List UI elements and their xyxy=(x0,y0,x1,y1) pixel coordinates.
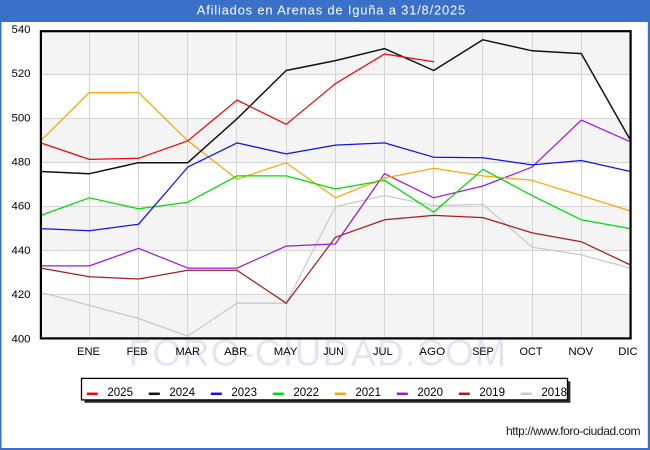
svg-text:NOV: NOV xyxy=(568,346,593,358)
svg-text:520: 520 xyxy=(11,68,30,80)
svg-text:http://www.foro-ciudad.com: http://www.foro-ciudad.com xyxy=(506,424,641,438)
svg-text:AGO: AGO xyxy=(419,346,445,358)
svg-text:440: 440 xyxy=(11,245,30,257)
svg-text:JUL: JUL xyxy=(373,346,393,358)
svg-text:400: 400 xyxy=(11,333,30,345)
svg-text:MAY: MAY xyxy=(274,346,298,358)
svg-text:480: 480 xyxy=(11,157,30,169)
svg-text:2023: 2023 xyxy=(231,387,257,399)
svg-text:2020: 2020 xyxy=(417,387,443,399)
svg-text:2018: 2018 xyxy=(541,387,567,399)
svg-text:500: 500 xyxy=(11,112,30,124)
svg-text:ABR: ABR xyxy=(224,346,247,358)
svg-text:2025: 2025 xyxy=(107,387,133,399)
svg-text:DIC: DIC xyxy=(618,346,637,358)
svg-text:460: 460 xyxy=(11,201,30,213)
svg-text:Afiliados en Arenas de Iguña a: Afiliados en Arenas de Iguña a 31/8/2025 xyxy=(197,3,466,18)
svg-text:2019: 2019 xyxy=(479,387,505,399)
svg-text:540: 540 xyxy=(11,24,30,36)
svg-text:JUN: JUN xyxy=(323,346,344,358)
svg-text:SEP: SEP xyxy=(472,346,493,358)
svg-text:ENE: ENE xyxy=(77,346,100,358)
svg-text:OCT: OCT xyxy=(520,346,543,358)
svg-text:420: 420 xyxy=(11,289,30,301)
svg-text:2022: 2022 xyxy=(293,387,319,399)
svg-text:MAR: MAR xyxy=(175,346,200,358)
svg-text:2024: 2024 xyxy=(169,387,195,399)
svg-text:2021: 2021 xyxy=(355,387,381,399)
svg-text:FEB: FEB xyxy=(127,346,148,358)
